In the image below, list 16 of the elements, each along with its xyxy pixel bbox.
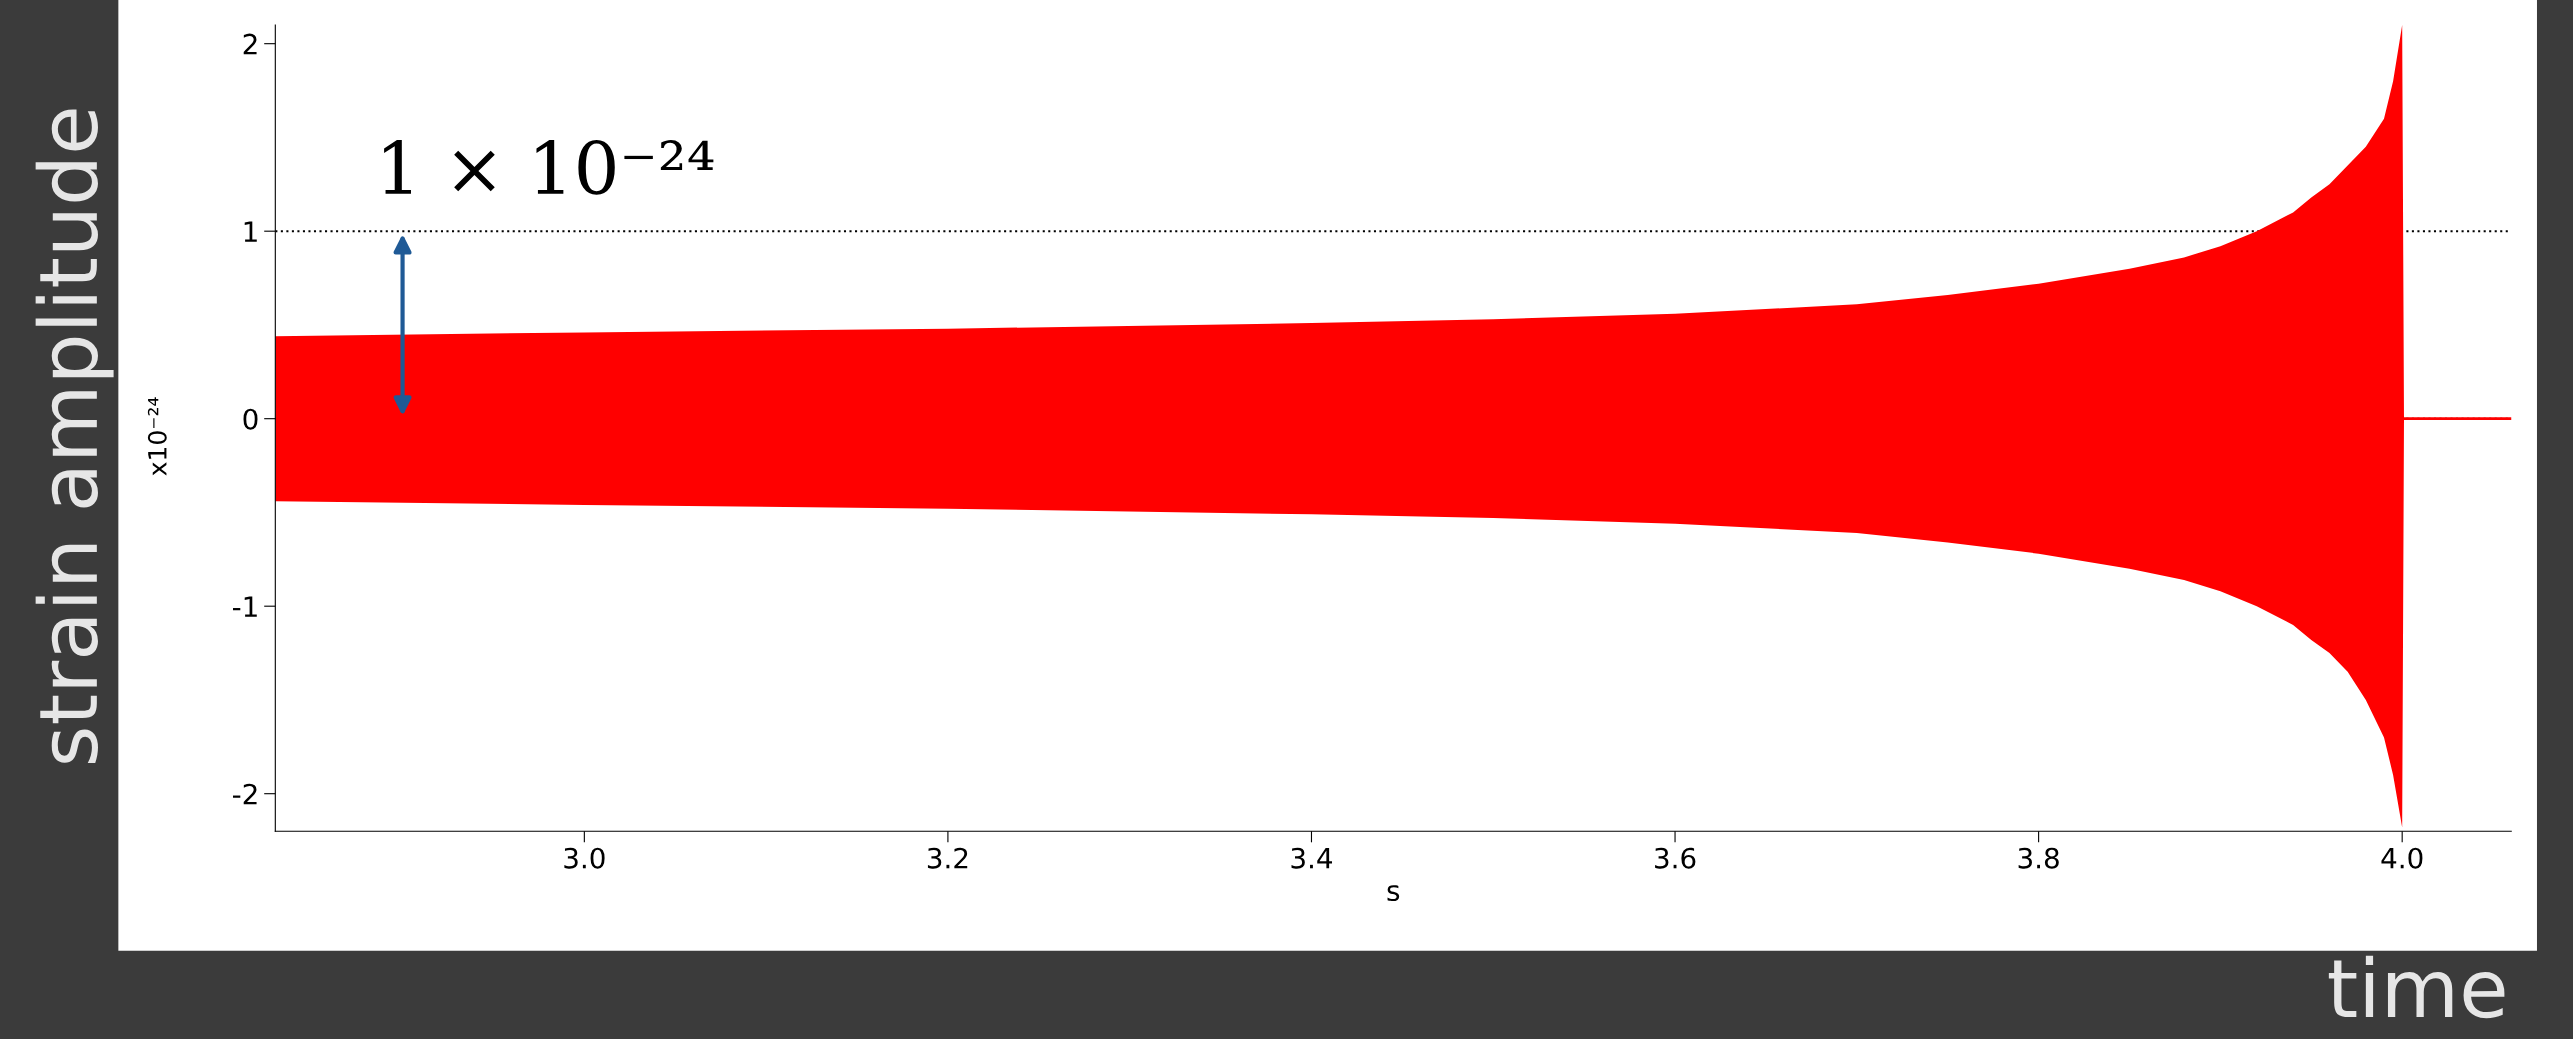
y-tick-label: -1 — [233, 596, 257, 617]
y-tick-label: 1 — [244, 221, 257, 242]
y-axis-title: strain amplitude — [35, 109, 114, 764]
x-tick-label: 3.6 — [1655, 847, 1696, 869]
annotation: 1 × 10⁻²⁴ — [384, 140, 714, 195]
x-tick-label: 3.8 — [2018, 847, 2059, 869]
text: x10⁻²⁴ — [147, 397, 167, 476]
y-tick-label: -2 — [233, 783, 257, 805]
x-tick-label: 4.0 — [2381, 847, 2423, 869]
text: time — [2328, 955, 2505, 1019]
x-tick-label: 3.0 — [564, 847, 605, 869]
x-axis-title: s — [1387, 885, 1400, 902]
x-tick-label: 3.4 — [1291, 847, 1333, 869]
y-tick-label: 0 — [243, 408, 258, 430]
y-tick-label: 2 — [243, 33, 257, 55]
x-tick-label: 3.2 — [927, 847, 968, 869]
